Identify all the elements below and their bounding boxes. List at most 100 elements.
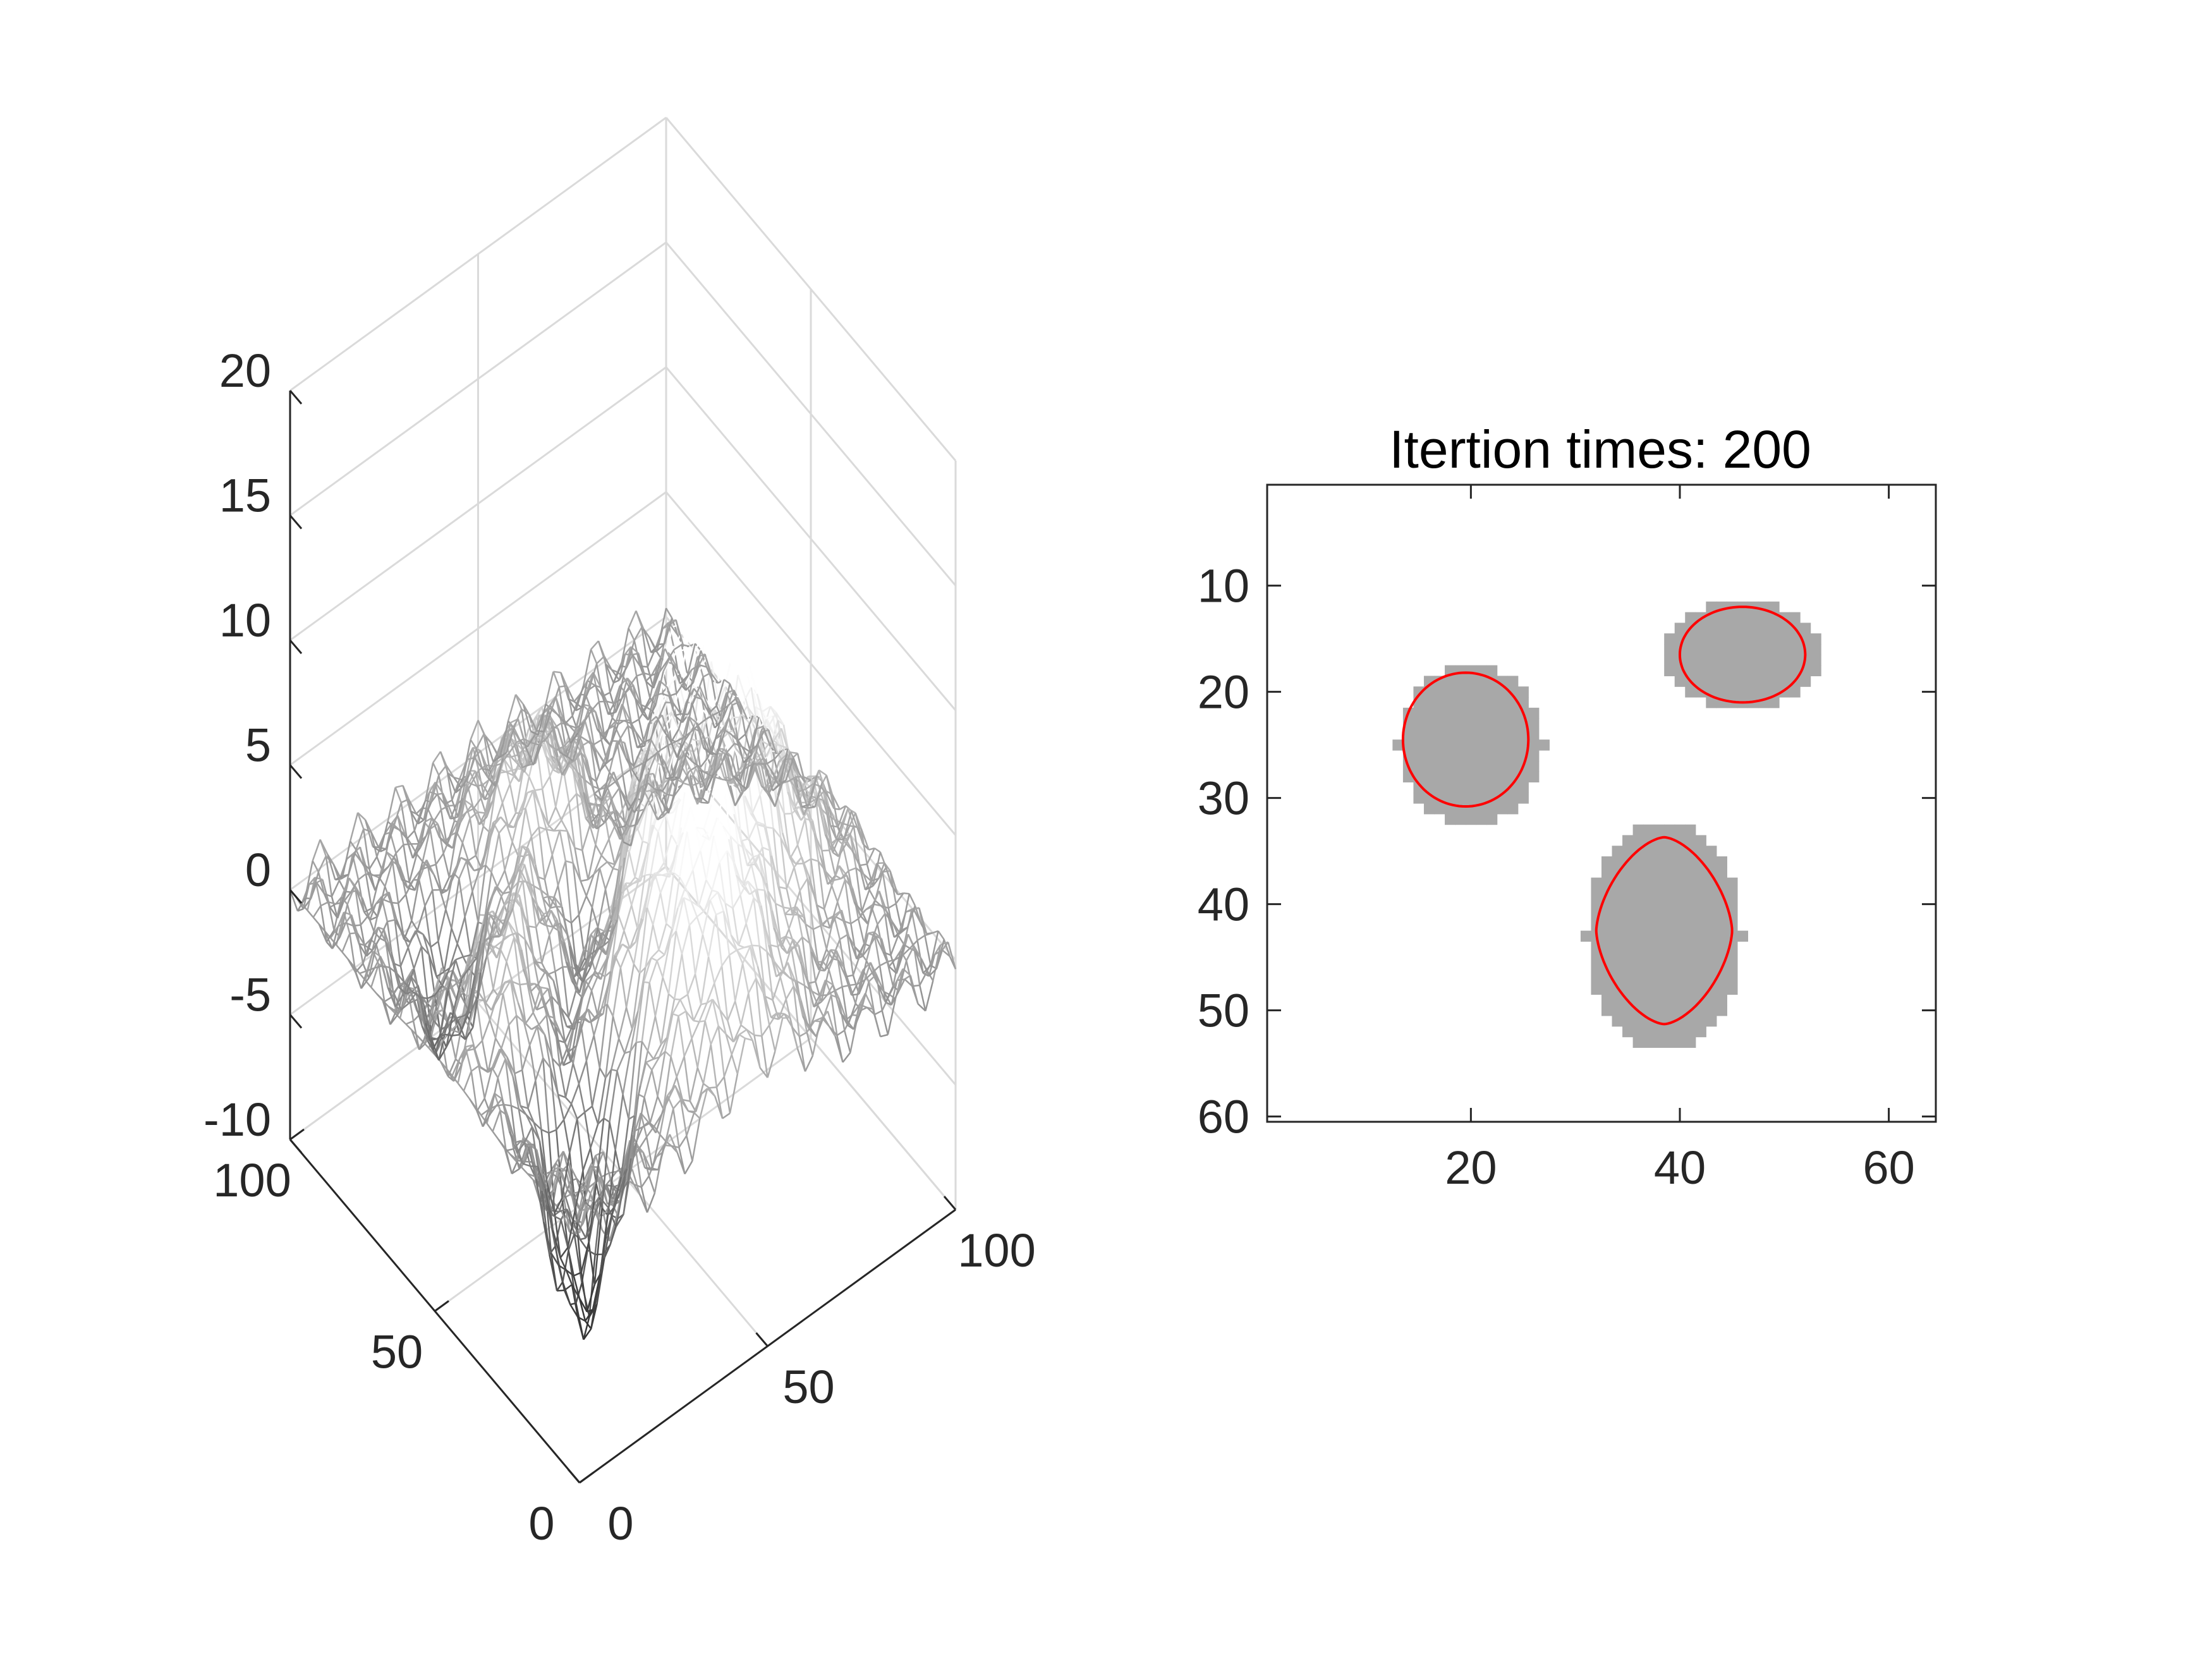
surface-mesh-line (837, 843, 847, 857)
surface-mesh-line (809, 798, 818, 804)
surface-mesh-line (453, 1064, 463, 1082)
surface-mesh-line (751, 944, 760, 947)
surface-mesh-line (494, 993, 504, 1038)
surface-mesh-line (783, 1013, 793, 1028)
surface-mesh-line (743, 864, 752, 885)
surface-mesh-line (855, 868, 863, 912)
surface-mesh-line (822, 799, 832, 826)
surface-mesh-line (707, 956, 715, 983)
surface-mesh-line (536, 1026, 544, 1059)
surface-mesh-line (702, 900, 712, 935)
surface-mesh-line (672, 646, 683, 669)
surface-mesh-line (507, 1115, 516, 1143)
surface-mesh-line (522, 969, 532, 992)
surface-mesh-line (482, 825, 490, 833)
surface-mesh-line (829, 850, 836, 876)
surface-mesh-line (701, 1087, 710, 1095)
surface-mesh-line (465, 1044, 473, 1048)
surface-mesh-line (554, 1246, 564, 1282)
surface-mesh-line (659, 1134, 667, 1142)
surface-mesh-line (478, 957, 487, 994)
surface-mesh-line (570, 1083, 580, 1105)
surface-mesh-line (700, 698, 710, 714)
surface-mesh-line (511, 1105, 520, 1110)
surface-mesh-line (578, 1297, 588, 1313)
surface-mesh-line (724, 902, 734, 909)
surface-mesh-line (588, 803, 598, 829)
surface-mesh-line (647, 704, 657, 720)
surface-mesh-line (500, 949, 507, 963)
surface-mesh-line (753, 717, 763, 753)
surface-mesh-line (774, 791, 784, 834)
surface-mesh-line (849, 834, 859, 860)
surface-mesh-line (612, 867, 619, 871)
surface-mesh-line (753, 693, 762, 728)
surface-mesh-line (574, 847, 583, 851)
surface-mesh-line (537, 1026, 545, 1036)
surface-mesh-line (817, 861, 825, 909)
surface-mesh-line (424, 906, 432, 947)
surface-mesh-line (648, 751, 658, 771)
surface-mesh-line (672, 999, 681, 1014)
surface-mesh-line (567, 1208, 576, 1248)
surface-mesh-line (399, 1018, 407, 1025)
surface-mesh-line (463, 783, 472, 799)
surface-mesh-line (859, 1004, 868, 1009)
surface-mesh-line (715, 822, 724, 827)
surface-mesh-line (465, 808, 474, 813)
surface-mesh-line (928, 968, 937, 977)
surface-mesh-line (702, 934, 710, 957)
surface-mesh-line (481, 1040, 489, 1073)
surface-mesh-line (525, 746, 534, 765)
surface-mesh-line (592, 1273, 602, 1310)
surface-mesh-line (370, 831, 378, 857)
surface-mesh-line (903, 892, 909, 895)
surface-mesh-line (609, 1213, 618, 1242)
surface-mesh-line (544, 1189, 554, 1231)
surface-mesh-line (412, 847, 421, 859)
surface-mesh-line (770, 1016, 779, 1021)
surface-mesh-line (657, 1141, 667, 1170)
surface-mesh-line (583, 1316, 590, 1340)
surface-mesh-line (468, 968, 476, 976)
surface-mesh-line (562, 1249, 569, 1282)
surface-mesh-line (531, 1126, 540, 1141)
surface-mesh-line (503, 1103, 512, 1107)
surface-mesh-line (569, 1181, 580, 1224)
surface-mesh-line (880, 1033, 889, 1038)
surface-mesh-line (643, 981, 650, 984)
surface-mesh-line (592, 785, 601, 790)
surface-mesh-line (504, 745, 512, 758)
surface-mesh-line (686, 994, 695, 1021)
surface-mesh-line (441, 968, 451, 986)
surface-mesh-line (574, 963, 584, 983)
surface-mesh-line (511, 810, 521, 842)
surface-mesh-line (360, 925, 368, 957)
surface-mesh-line (763, 824, 773, 856)
surface-mesh-line (374, 871, 384, 891)
surface-mesh-line (679, 675, 688, 684)
surface-mesh-line (674, 1085, 684, 1100)
surface-mesh-line (825, 775, 835, 809)
surface-mesh-line (703, 643, 712, 662)
surface-mesh-line (645, 925, 654, 968)
surface-mesh-line (889, 870, 899, 895)
surface-mesh-line (583, 1200, 593, 1209)
surface-mesh-line (844, 879, 852, 924)
surface-mesh-line (686, 1135, 693, 1162)
surface-mesh-line (932, 944, 942, 981)
surface-mesh-line (675, 930, 683, 954)
surface-mesh-line (458, 969, 467, 982)
surface-mesh-line (559, 751, 568, 758)
surface-mesh-line (805, 783, 814, 790)
surface-mesh-line (796, 818, 806, 846)
surface-mesh-line (501, 885, 510, 897)
surface-mesh-line (494, 940, 503, 947)
surface-mesh-line (486, 1067, 494, 1072)
surface-mesh-line (609, 772, 616, 782)
surface-mesh-line (799, 878, 808, 892)
surface-mesh-line (719, 609, 728, 636)
surface-mesh-line (848, 867, 856, 872)
surface-mesh-line (686, 643, 696, 676)
surface-mesh-line (498, 833, 506, 871)
